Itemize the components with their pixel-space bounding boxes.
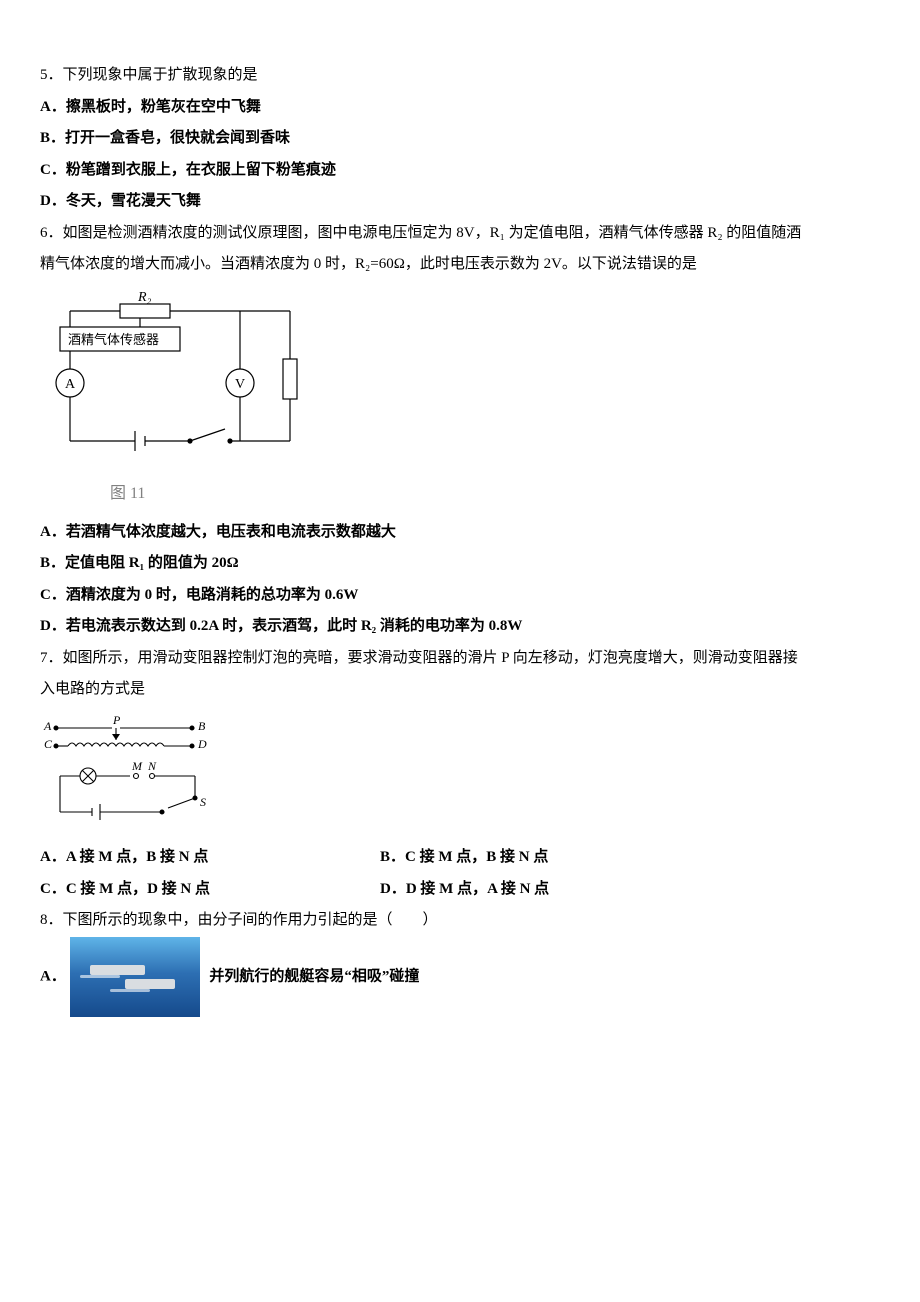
label-voltmeter: V <box>235 377 245 392</box>
alcohol-sensor-circuit-icon: R₂ 酒精气体传感器 A R₁ <box>40 291 300 461</box>
q7-circuit-figure: A P B C D M <box>40 716 880 839</box>
q5-option-d: D．冬天，雪花漫天飞舞 <box>40 186 880 218</box>
label-r1: R₁ <box>299 372 300 387</box>
q7-stem-line2: 入电路的方式是 <box>40 674 880 706</box>
q8-option-a-text: 并列航行的舰艇容易“相吸”碰撞 <box>209 968 419 984</box>
q6-stem-line1: 6．如图是检测酒精浓度的测试仪原理图，图中电源电压恒定为 8V，R₁ 为定值电阻… <box>40 218 880 250</box>
label-B: B <box>198 719 206 733</box>
q7-option-b: B．C 接 M 点，B 接 N 点 <box>380 842 720 874</box>
q5-option-a: A．擦黑板时，粉笔灰在空中飞舞 <box>40 92 880 124</box>
q6-option-d: D．若电流表示数达到 0.2A 时，表示酒驾，此时 R₂ 消耗的电功率为 0.8… <box>40 611 880 643</box>
q8-stem: 8．下图所示的现象中，由分子间的作用力引起的是（ ） <box>40 905 880 937</box>
label-sensor-text: 酒精气体传感器 <box>68 332 159 347</box>
q6-figure-caption: 图 11 <box>40 477 880 511</box>
q7-option-d: D．D 接 M 点，A 接 N 点 <box>380 874 720 906</box>
q6-option-b: B．定值电阻 R₁ 的阻值为 20Ω <box>40 548 880 580</box>
label-S: S <box>200 795 206 809</box>
q8-option-a-prefix: A． <box>40 968 66 984</box>
label-C: C <box>44 737 53 751</box>
q6-circuit-figure: R₂ 酒精气体传感器 A R₁ <box>40 291 880 474</box>
label-r2: R₂ <box>137 291 152 305</box>
q6-option-c: C．酒精浓度为 0 时，电路消耗的总功率为 0.6W <box>40 580 880 612</box>
ships-photo-icon <box>70 937 200 1017</box>
label-A: A <box>43 719 52 733</box>
q5-option-c: C．粉笔蹭到衣服上，在衣服上留下粉笔痕迹 <box>40 155 880 187</box>
label-D: D <box>197 737 207 751</box>
rheostat-lamp-circuit-icon: A P B C D M <box>40 716 220 826</box>
q7-options-row1: A．A 接 M 点，B 接 N 点 B．C 接 M 点，B 接 N 点 <box>40 842 880 874</box>
q6-option-a: A．若酒精气体浓度越大，电压表和电流表示数都越大 <box>40 517 880 549</box>
q7-option-a: A．A 接 M 点，B 接 N 点 <box>40 842 380 874</box>
q7-stem-line1: 7．如图所示，用滑动变阻器控制灯泡的亮暗，要求滑动变阻器的滑片 P 向左移动，灯… <box>40 643 880 675</box>
q5-option-b: B．打开一盒香皂，很快就会闻到香味 <box>40 123 880 155</box>
label-M: M <box>131 759 143 773</box>
q8-option-a: A． 并列航行的舰艇容易“相吸”碰撞 <box>40 937 880 1017</box>
label-N: N <box>147 759 157 773</box>
q7-options-row2: C．C 接 M 点，D 接 N 点 D．D 接 M 点，A 接 N 点 <box>40 874 880 906</box>
q5-stem: 5．下列现象中属于扩散现象的是 <box>40 60 880 92</box>
label-ammeter: A <box>65 377 76 392</box>
q7-option-c: C．C 接 M 点，D 接 N 点 <box>40 874 380 906</box>
label-P: P <box>112 716 121 727</box>
q6-stem-line2: 精气体浓度的增大而减小。当酒精浓度为 0 时，R₂=60Ω，此时电压表示数为 2… <box>40 249 880 281</box>
